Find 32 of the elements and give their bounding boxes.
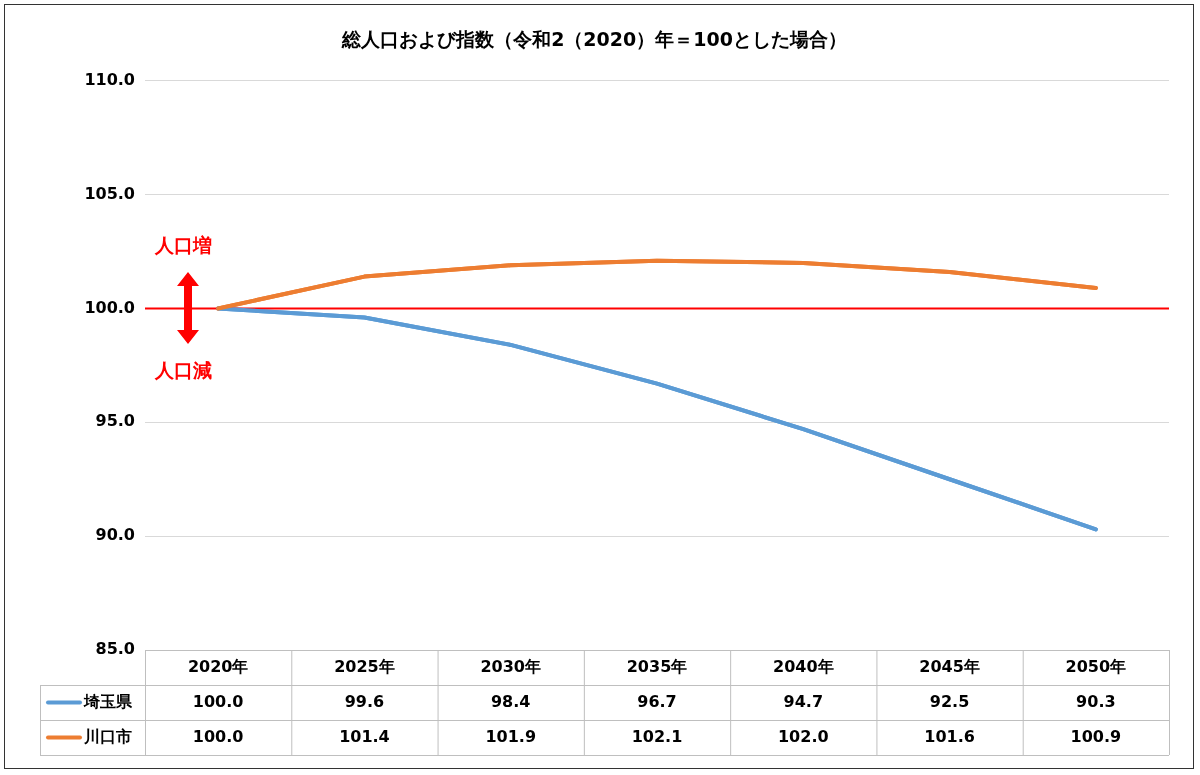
y-tick-label: 100.0	[84, 297, 135, 317]
annotation: 人口増	[155, 233, 212, 259]
data-label: 96.7	[637, 691, 677, 711]
data-label: 101.4	[339, 726, 390, 746]
data-label: 101.6	[924, 726, 975, 746]
data-label: 101.9	[485, 726, 537, 746]
data-label: 98.4	[490, 691, 531, 711]
chart-title: 総人口および指数（令和2（2020）年＝100とした場合）	[341, 28, 847, 51]
legend-label: 埼玉県	[83, 691, 133, 711]
x-tick-label: 2020年	[187, 656, 249, 676]
y-tick-label: 105.0	[84, 183, 135, 203]
data-label: 102.1	[631, 726, 683, 746]
x-tick-label: 2025年	[334, 656, 395, 676]
data-label: 99.6	[344, 691, 385, 711]
x-tick-label: 2035年	[626, 656, 688, 676]
data-label: 94.7	[783, 691, 824, 711]
x-tick-label: 2045年	[919, 656, 980, 676]
y-tick-label: 110.0	[84, 69, 135, 89]
y-tick-label: 95.0	[95, 411, 135, 431]
annotation: 人口減	[155, 358, 212, 384]
data-label: 92.5	[929, 691, 970, 711]
y-tick-label: 85.0	[95, 639, 135, 659]
y-tick-label: 90.0	[95, 525, 135, 545]
data-label: 90.3	[1076, 691, 1116, 711]
data-label: 102.0	[777, 726, 829, 746]
data-label: 100.0	[192, 726, 244, 746]
x-tick-label: 2050年	[1065, 656, 1127, 676]
x-tick-label: 2030年	[480, 656, 541, 676]
legend-label: 川口市	[83, 726, 132, 746]
x-tick-label: 2040年	[773, 656, 834, 676]
data-label: 100.9	[1070, 726, 1122, 746]
data-label: 100.0	[192, 691, 244, 711]
